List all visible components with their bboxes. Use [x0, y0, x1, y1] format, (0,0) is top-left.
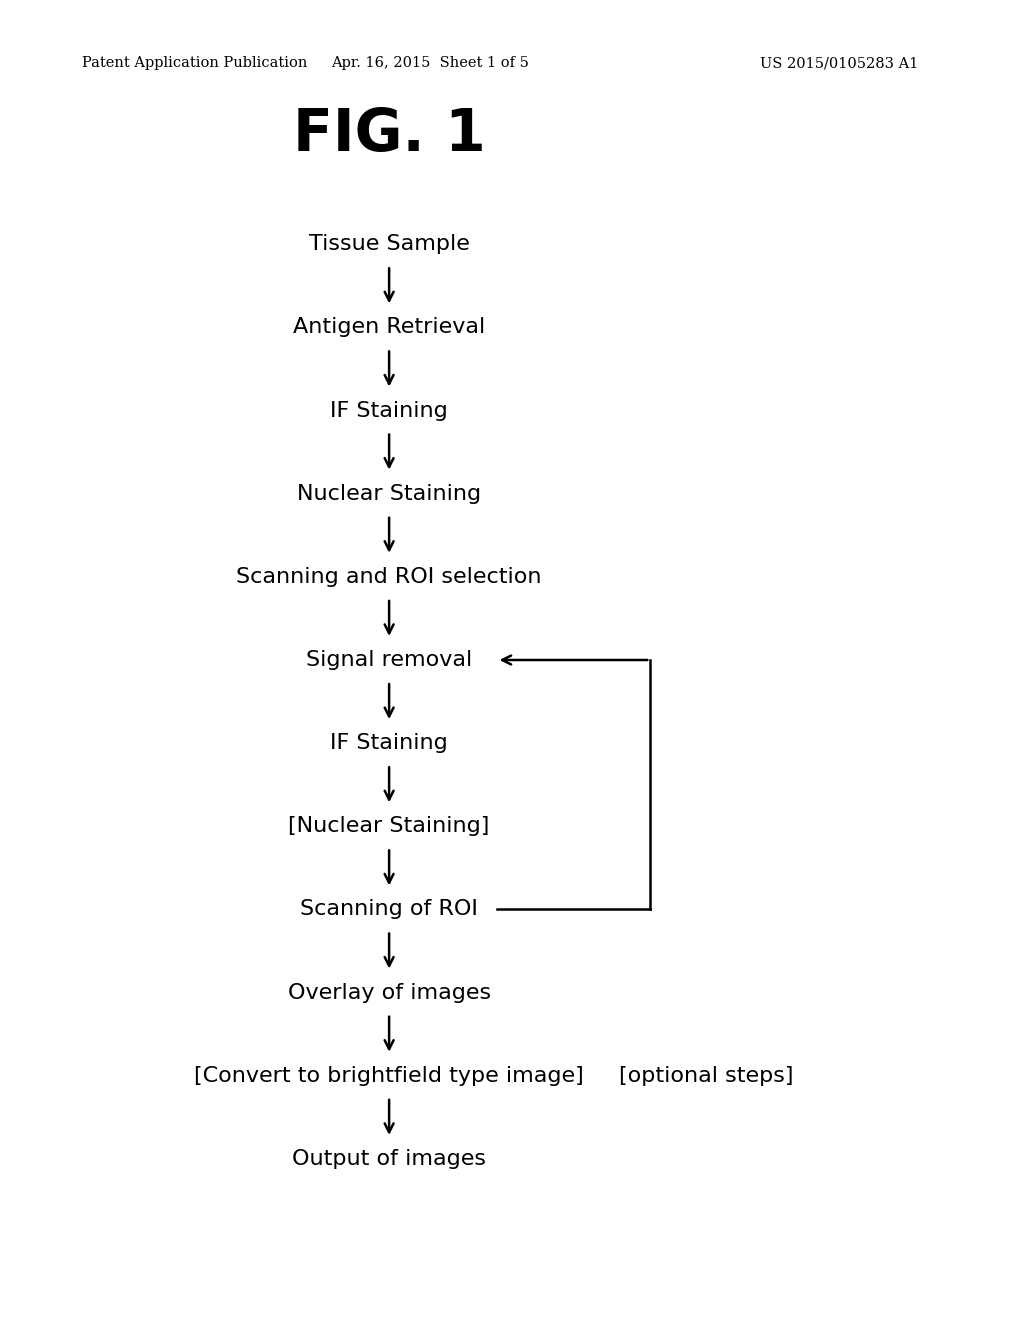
- Text: [optional steps]: [optional steps]: [620, 1065, 794, 1086]
- Text: Antigen Retrieval: Antigen Retrieval: [293, 317, 485, 338]
- Text: Output of images: Output of images: [292, 1148, 486, 1170]
- Text: Tissue Sample: Tissue Sample: [308, 234, 470, 255]
- Text: Nuclear Staining: Nuclear Staining: [297, 483, 481, 504]
- Text: Patent Application Publication: Patent Application Publication: [82, 57, 307, 70]
- Text: Overlay of images: Overlay of images: [288, 982, 490, 1003]
- Text: [Convert to brightfield type image]: [Convert to brightfield type image]: [195, 1065, 584, 1086]
- Text: [Nuclear Staining]: [Nuclear Staining]: [289, 816, 489, 837]
- Text: Scanning of ROI: Scanning of ROI: [300, 899, 478, 920]
- Text: IF Staining: IF Staining: [331, 400, 447, 421]
- Text: US 2015/0105283 A1: US 2015/0105283 A1: [761, 57, 919, 70]
- Text: Signal removal: Signal removal: [306, 649, 472, 671]
- Text: FIG. 1: FIG. 1: [293, 106, 485, 164]
- Text: IF Staining: IF Staining: [331, 733, 447, 754]
- Text: Apr. 16, 2015  Sheet 1 of 5: Apr. 16, 2015 Sheet 1 of 5: [331, 57, 529, 70]
- Text: Scanning and ROI selection: Scanning and ROI selection: [237, 566, 542, 587]
